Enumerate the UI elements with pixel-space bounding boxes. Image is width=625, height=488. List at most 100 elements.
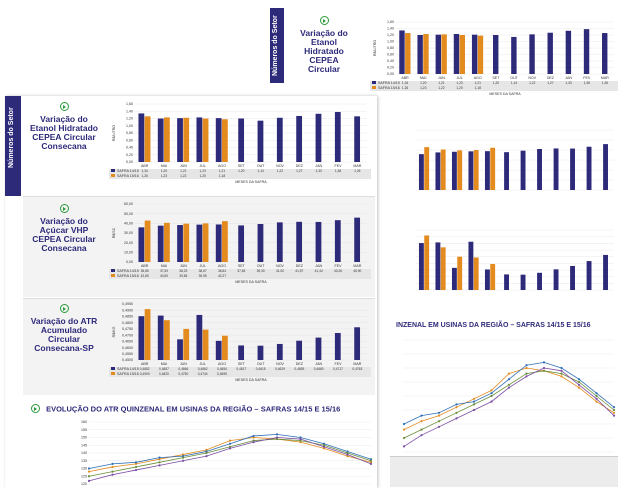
series-point bbox=[507, 378, 511, 381]
series-point bbox=[158, 458, 161, 461]
table-cell-14-15: 1,22 bbox=[277, 169, 283, 173]
data-table-bg bbox=[370, 81, 618, 91]
table-cell-15-16: 39,65 bbox=[179, 274, 187, 278]
bar-safra-14-15 bbox=[602, 33, 608, 74]
bar-safra-14-15 bbox=[484, 151, 490, 190]
series-point bbox=[577, 380, 581, 384]
series-point bbox=[507, 372, 511, 375]
bar-safra-14-15 bbox=[586, 146, 592, 190]
series-point bbox=[322, 445, 326, 448]
back-atr-chart bbox=[416, 229, 614, 291]
x-category-label: JUN bbox=[180, 264, 187, 268]
table-cell-14-15: 35,85 bbox=[141, 269, 149, 273]
x-category-label: MAR bbox=[353, 264, 361, 268]
x-category-label: DEZ bbox=[296, 164, 304, 168]
series-point bbox=[560, 372, 563, 375]
x-category-label: FEV bbox=[335, 164, 343, 168]
series-point bbox=[111, 470, 114, 473]
bar-safra-14-15 bbox=[418, 154, 424, 190]
x-category-label: OUT bbox=[257, 164, 265, 168]
bar-safra-14-15 bbox=[296, 221, 303, 262]
atr-line-chart: 120 125 130 135 140 145 150 155 160 bbox=[81, 420, 373, 486]
table-cell-14-15: 38,67 bbox=[199, 269, 207, 273]
play-arrow-icon bbox=[319, 16, 329, 25]
legend-swatch-14-15 bbox=[111, 269, 115, 272]
series-point bbox=[228, 439, 232, 442]
y-tick-label: 0,4650 bbox=[122, 340, 133, 344]
bar-safra-14-15 bbox=[276, 117, 283, 162]
x-category-label: JUN bbox=[180, 362, 187, 366]
series-point bbox=[542, 369, 546, 372]
table-cell-15-16: 39,95 bbox=[199, 274, 207, 278]
bar-safra-14-15 bbox=[493, 35, 499, 74]
series-line bbox=[403, 361, 615, 425]
x-category-label: SET bbox=[238, 264, 246, 268]
series-point bbox=[490, 392, 493, 395]
bar-safra-15-16 bbox=[423, 34, 429, 74]
x-category-label: FEV bbox=[335, 264, 343, 268]
table-cell-14-15: 39,30 bbox=[257, 269, 265, 273]
series-point bbox=[612, 406, 616, 409]
series-point bbox=[437, 414, 441, 417]
table-cell-15-16: 1,18 bbox=[219, 174, 225, 178]
series-point bbox=[420, 434, 423, 437]
y-tick-label: 20,00 bbox=[124, 241, 133, 245]
series-point bbox=[252, 434, 255, 438]
legend-swatch-15-16 bbox=[111, 174, 115, 177]
series-point bbox=[346, 450, 349, 453]
series-point bbox=[455, 417, 458, 420]
bar-safra-14-15 bbox=[334, 220, 341, 262]
bar-safra-14-15 bbox=[583, 29, 590, 74]
atr-quinzenal-title: EVOLUÇÃO DO ATR QUINZENAL EM USINAS DA R… bbox=[31, 404, 340, 415]
bar-safra-15-16 bbox=[164, 222, 170, 262]
series-point bbox=[322, 447, 326, 450]
bar-safra-14-15 bbox=[138, 316, 145, 360]
play-arrow-icon bbox=[59, 102, 69, 111]
bar-safra-14-15 bbox=[537, 272, 542, 290]
series-point bbox=[595, 394, 598, 398]
y-tick-label: 0,4850 bbox=[122, 315, 133, 319]
x-category-label: AGO bbox=[218, 164, 226, 168]
bar-safra-14-15 bbox=[215, 340, 222, 360]
table-cell-14-15: 41,44 bbox=[315, 269, 323, 273]
bar-safra-14-15 bbox=[435, 34, 442, 74]
series-point bbox=[472, 403, 476, 406]
data-table-bg bbox=[109, 269, 371, 279]
series-point bbox=[346, 455, 349, 458]
legend-label-14-15: SAFRA 14/15 bbox=[117, 367, 139, 371]
bar-safra-15-16 bbox=[183, 117, 190, 162]
bar-safra-15-16 bbox=[202, 118, 209, 162]
series-point bbox=[252, 441, 255, 444]
y-tick-label: 145 bbox=[81, 443, 87, 447]
bar-safra-15-16 bbox=[441, 34, 447, 74]
x-category-label: FEV bbox=[583, 76, 591, 80]
sidebar: Números do Setor bbox=[5, 96, 21, 196]
series-point bbox=[205, 455, 208, 458]
bar-safra-14-15 bbox=[468, 151, 474, 190]
series-point bbox=[87, 467, 91, 470]
back-line-table bbox=[390, 456, 618, 487]
series-point bbox=[228, 447, 232, 450]
atr-label-text: Variação do ATR Acumulado Circular Conse… bbox=[30, 315, 98, 353]
table-cell-14-15: 1,20 bbox=[238, 169, 244, 173]
bar-safra-14-15 bbox=[138, 227, 145, 262]
atr-quinzenal-title-text: EVOLUÇÃO DO ATR QUINZENAL EM USINAS DA R… bbox=[46, 404, 341, 414]
bar-safra-14-15 bbox=[177, 225, 183, 262]
series-point bbox=[490, 394, 493, 398]
table-cell-15-16: 1,22 bbox=[438, 86, 444, 90]
bar-safra-15-16 bbox=[457, 256, 463, 290]
y-tick-label: 130 bbox=[81, 467, 87, 471]
table-cell-14-15: 0,4763 bbox=[352, 367, 362, 371]
series-point bbox=[612, 411, 616, 414]
series-point bbox=[542, 361, 546, 364]
bar-safra-14-15 bbox=[334, 332, 341, 360]
bar-safra-14-15 bbox=[468, 241, 474, 290]
x-axis-title: MESES DA SAFRA bbox=[235, 378, 267, 382]
bar-safra-14-15 bbox=[553, 269, 559, 290]
table-cell-15-16: 1,26 bbox=[402, 86, 408, 90]
bar-safra-14-15 bbox=[177, 339, 183, 360]
series-point bbox=[134, 468, 138, 472]
series-point bbox=[228, 445, 232, 448]
table-cell-15-16: 1,23 bbox=[420, 86, 426, 90]
bar-safra-14-15 bbox=[435, 152, 441, 190]
